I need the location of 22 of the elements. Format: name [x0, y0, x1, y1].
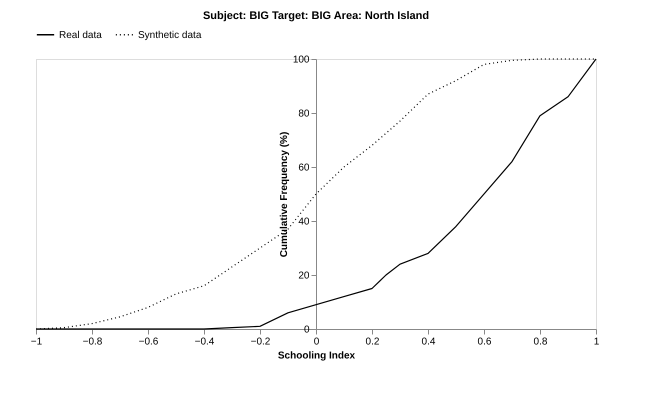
y-tick-label: 80: [298, 108, 310, 120]
x-tick-label: 1: [594, 336, 600, 348]
x-tick-label: −0.2: [250, 336, 271, 348]
y-tick-label: 100: [292, 54, 310, 66]
x-tick-label: −1: [30, 336, 43, 348]
chart-title: Subject: BIG Target: BIG Area: North Island: [202, 10, 430, 22]
y-tick-label: 40: [298, 216, 310, 228]
x-tick-label: −0.8: [82, 336, 103, 348]
y-tick-label: 0: [304, 324, 310, 336]
x-tick-label: 0.4: [422, 336, 436, 348]
legend-label: Synthetic data: [138, 30, 202, 41]
y-axis-title: Cumulative Frequency (%): [278, 132, 290, 258]
x-tick-label: −0.6: [138, 336, 159, 348]
x-tick-label: −0.4: [194, 336, 215, 348]
x-tick-label: 0.8: [534, 336, 548, 348]
x-axis-title: Schooling Index: [278, 350, 356, 362]
y-tick-label: 20: [298, 270, 310, 282]
x-tick-label: 0.2: [366, 336, 380, 348]
x-tick-label: 0.6: [478, 336, 492, 348]
legend-label: Real data: [59, 30, 102, 41]
x-tick-label: 0: [314, 336, 320, 348]
y-tick-label: 60: [298, 162, 310, 174]
